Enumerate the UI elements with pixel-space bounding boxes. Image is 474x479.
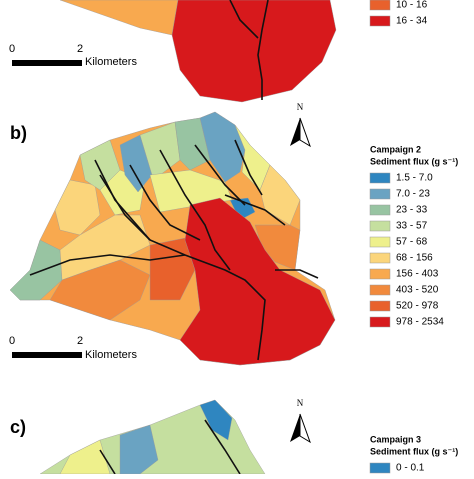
legend-label: 978 - 2534: [396, 317, 444, 328]
legend-label: 23 - 33: [396, 205, 428, 216]
map-b: [9, 111, 336, 366]
legend-label: 1.5 - 7.0: [396, 173, 433, 184]
legend-title: Campaign 3: [370, 434, 421, 444]
scale-bar-a: 0 2 Kilometers: [9, 43, 138, 68]
legend-swatch: [369, 0, 391, 11]
legend-label: 68 - 156: [396, 253, 433, 264]
legend-swatch: [369, 188, 391, 200]
legend-swatch: [369, 252, 391, 264]
legend-title: Campaign 2: [370, 144, 421, 154]
legend-label: 57 - 68: [396, 237, 428, 248]
scale-start: 0: [9, 43, 15, 55]
legend-subtitle: Sediment flux (g s⁻¹): [370, 156, 458, 166]
legend-label: 0 - 0.1: [396, 463, 425, 474]
scale-unit: Kilometers: [85, 349, 137, 361]
legend-label: 156 - 403: [396, 269, 439, 280]
map-a: [59, 0, 337, 103]
north-label: N: [297, 398, 304, 408]
north-arrow-c: [290, 413, 311, 444]
scale-end: 2: [77, 43, 83, 55]
legend-swatch: [369, 204, 391, 216]
legend-swatch: [369, 284, 391, 296]
legend-swatch: [369, 236, 391, 248]
legend-label: 16 - 34: [396, 16, 428, 27]
legend-swatch: [369, 316, 391, 328]
scale-end: 2: [77, 335, 83, 347]
scale-start: 0: [9, 335, 15, 347]
scale-bar-b: 0 2 Kilometers: [9, 335, 138, 361]
north-label: N: [297, 102, 304, 112]
legend-label: 10 - 16: [396, 0, 428, 11]
map-c: [39, 399, 266, 475]
legend-swatch: [369, 268, 391, 280]
legend-label: 403 - 520: [396, 285, 439, 296]
legend-swatch: [369, 15, 391, 27]
north-arrow-b: [290, 117, 311, 148]
legend-label: 33 - 57: [396, 221, 428, 232]
scale-unit: Kilometers: [85, 56, 137, 68]
legend-label: 7.0 - 23: [396, 189, 430, 200]
legend-subtitle: Sediment flux (g s⁻¹): [370, 446, 458, 456]
legend-label: 520 - 978: [396, 301, 439, 312]
legend-swatch: [369, 172, 391, 184]
legend-swatch: [369, 462, 391, 474]
panel-label: b): [10, 123, 27, 143]
legend-swatch: [369, 220, 391, 232]
panel-label: c): [10, 417, 26, 437]
legend-swatch: [369, 300, 391, 312]
